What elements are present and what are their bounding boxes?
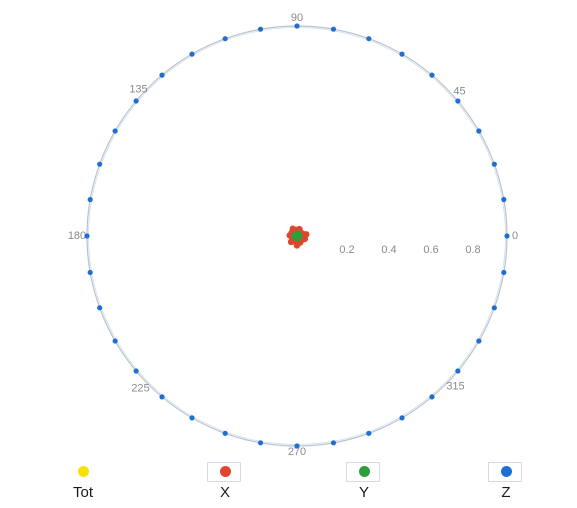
legend-marker-x	[220, 466, 231, 477]
legend-swatch-box	[207, 462, 241, 482]
point-z-2	[491, 161, 497, 167]
point-y-7	[292, 233, 300, 240]
radial-tick-label-0.8: 0.8	[465, 244, 480, 256]
point-z-6	[399, 51, 405, 57]
point-z-14	[133, 98, 139, 104]
point-z-18	[84, 233, 90, 239]
point-z-15	[112, 128, 118, 134]
point-z-11	[222, 36, 228, 42]
legend-item-tot[interactable]: Tot	[43, 458, 123, 508]
legend-swatch-box	[488, 462, 522, 482]
point-z-5	[429, 72, 435, 78]
point-z-1	[501, 196, 507, 203]
series-y	[291, 230, 303, 242]
angle-tick-labels: 0 45 90 135 180 225 270 315	[68, 12, 518, 458]
legend-item-z[interactable]: Z	[466, 458, 546, 508]
point-z-9	[294, 23, 300, 29]
radial-tick-labels: 0.2 0.4 0.6 0.8	[339, 244, 480, 256]
series-z	[84, 23, 510, 449]
legend-label-z: Z	[501, 484, 511, 501]
angle-tick-label-45: 45	[453, 85, 465, 97]
point-z-22	[133, 368, 139, 374]
point-z-24	[189, 415, 195, 421]
radial-tick-label-0.6: 0.6	[423, 244, 438, 256]
point-z-12	[189, 51, 195, 57]
point-z-4	[455, 98, 461, 104]
legend-label-y: Y	[358, 484, 369, 501]
point-z-35	[501, 269, 507, 276]
legend-swatch-box	[346, 462, 380, 482]
legend-item-x[interactable]: X	[185, 458, 265, 508]
point-z-27	[294, 443, 300, 449]
point-z-21	[112, 338, 118, 344]
point-z-17	[87, 196, 93, 203]
point-z-32	[455, 368, 461, 374]
point-z-29	[366, 430, 372, 436]
legend-marker-tot	[78, 466, 89, 477]
legend-label-tot: Tot	[72, 484, 93, 501]
angle-tick-label-90: 90	[291, 12, 303, 24]
angle-tick-label-0: 0	[512, 230, 518, 242]
radial-tick-label-0.4: 0.4	[381, 244, 396, 256]
point-z-0	[504, 233, 510, 239]
point-z-31	[429, 394, 435, 400]
legend-item-y[interactable]: Y	[324, 458, 404, 508]
radial-tick-label-0.2: 0.2	[339, 244, 354, 256]
point-z-33	[476, 338, 482, 344]
angle-tick-label-225: 225	[131, 382, 149, 394]
point-z-16	[97, 161, 103, 167]
angle-tick-label-270: 270	[288, 446, 306, 458]
legend-marker-z	[501, 466, 512, 477]
angle-tick-label-180: 180	[68, 230, 86, 242]
point-z-20	[97, 305, 103, 311]
point-z-19	[87, 269, 93, 276]
point-z-3	[476, 128, 482, 134]
point-z-7	[366, 36, 372, 42]
polar-plot: 0 45 90 135 180 225 270 315 0.2 0.4 0.6 0.8	[68, 12, 518, 458]
point-z-30	[399, 415, 405, 421]
point-z-13	[159, 72, 165, 78]
legend-swatch-box	[65, 462, 99, 482]
point-z-23	[159, 394, 165, 400]
legend-label-x: X	[219, 484, 230, 501]
point-z-10	[257, 26, 264, 32]
point-z-34	[491, 305, 497, 311]
point-x-15	[303, 231, 310, 238]
angle-tick-label-315: 315	[446, 380, 464, 392]
point-z-28	[330, 440, 337, 446]
angle-tick-label-135: 135	[129, 83, 147, 95]
legend: Tot X Y Z	[0, 458, 577, 508]
series-layer	[84, 23, 510, 449]
point-z-26	[257, 440, 264, 446]
legend-marker-y	[359, 466, 370, 477]
point-z-25	[222, 430, 228, 436]
point-z-8	[330, 26, 337, 32]
